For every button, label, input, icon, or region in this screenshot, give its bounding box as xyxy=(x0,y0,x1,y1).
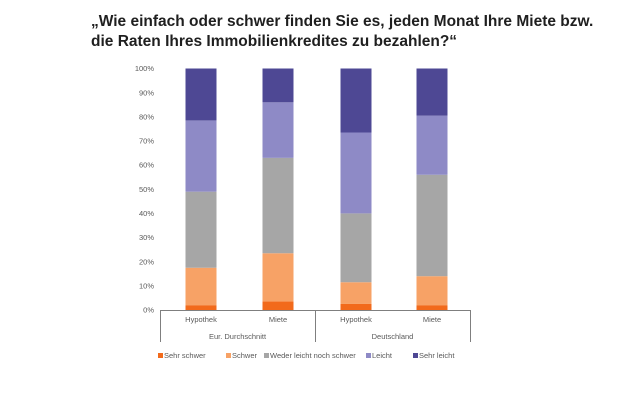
bar-segment xyxy=(416,174,448,277)
bar-segment xyxy=(185,305,217,310)
y-tick-label: 20% xyxy=(139,257,154,266)
legend-label: Schwer xyxy=(232,351,258,360)
x-category-label: Hypothek xyxy=(185,315,217,324)
chart-title-line-2: die Raten Ihres Immobilienkredites zu be… xyxy=(91,33,458,50)
y-tick-label: 40% xyxy=(139,209,154,218)
x-group-label: Eur. Durchschnitt xyxy=(209,332,267,341)
bar-segment xyxy=(340,68,372,133)
y-tick-label: 90% xyxy=(139,88,154,97)
bar-segment xyxy=(340,132,372,214)
legend-swatch xyxy=(226,353,231,358)
y-tick-label: 70% xyxy=(139,137,154,146)
bar-segment xyxy=(262,68,294,103)
x-category-label: Hypothek xyxy=(340,315,372,324)
chart-title: „Wie einfach oder schwer finden Sie es, … xyxy=(91,12,594,52)
bar-segment xyxy=(262,157,294,254)
bar-segment xyxy=(185,68,217,121)
y-tick-label: 10% xyxy=(139,281,154,290)
legend-swatch xyxy=(413,353,418,358)
bar-segment xyxy=(340,282,372,304)
bars xyxy=(185,68,448,310)
y-tick-label: 30% xyxy=(139,233,154,242)
bar-segment xyxy=(416,68,448,116)
legend-label: Sehr schwer xyxy=(164,351,206,360)
bar-segment xyxy=(416,115,448,175)
legend-label: Weder leicht noch schwer xyxy=(270,351,356,360)
x-group-label: Deutschland xyxy=(372,332,414,341)
legend-swatch xyxy=(366,353,371,358)
legend-label: Sehr leicht xyxy=(419,351,455,360)
bar-segment xyxy=(185,120,217,192)
y-tick-label: 50% xyxy=(139,185,154,194)
bar-segment xyxy=(185,191,217,268)
y-tick-label: 0% xyxy=(143,306,154,315)
legend: Sehr schwer Schwer Weder leicht noch schwe… xyxy=(158,351,455,360)
bar-segment xyxy=(416,276,448,306)
y-tick-label: 80% xyxy=(139,112,154,121)
y-tick-label: 100% xyxy=(135,64,155,73)
bar-segment xyxy=(185,267,217,306)
bar-segment xyxy=(340,303,372,310)
bar-segment xyxy=(340,213,372,283)
legend-swatch xyxy=(158,353,163,358)
x-category-label: Miete xyxy=(423,315,441,324)
legend-label: Leicht xyxy=(372,351,393,360)
y-axis-ticks: 0% 10% 20% 30% 40% 50% 60% 70% 80% 90% 100% xyxy=(135,64,155,315)
bar-segment xyxy=(416,305,448,310)
bar-segment xyxy=(262,253,294,302)
bar-segment xyxy=(262,301,294,310)
chart-title-line-1: „Wie einfach oder schwer finden Sie es, … xyxy=(91,13,594,30)
x-category-label: Miete xyxy=(269,315,287,324)
bar-segment xyxy=(262,102,294,158)
y-tick-label: 60% xyxy=(139,161,154,170)
legend-swatch xyxy=(264,353,269,358)
